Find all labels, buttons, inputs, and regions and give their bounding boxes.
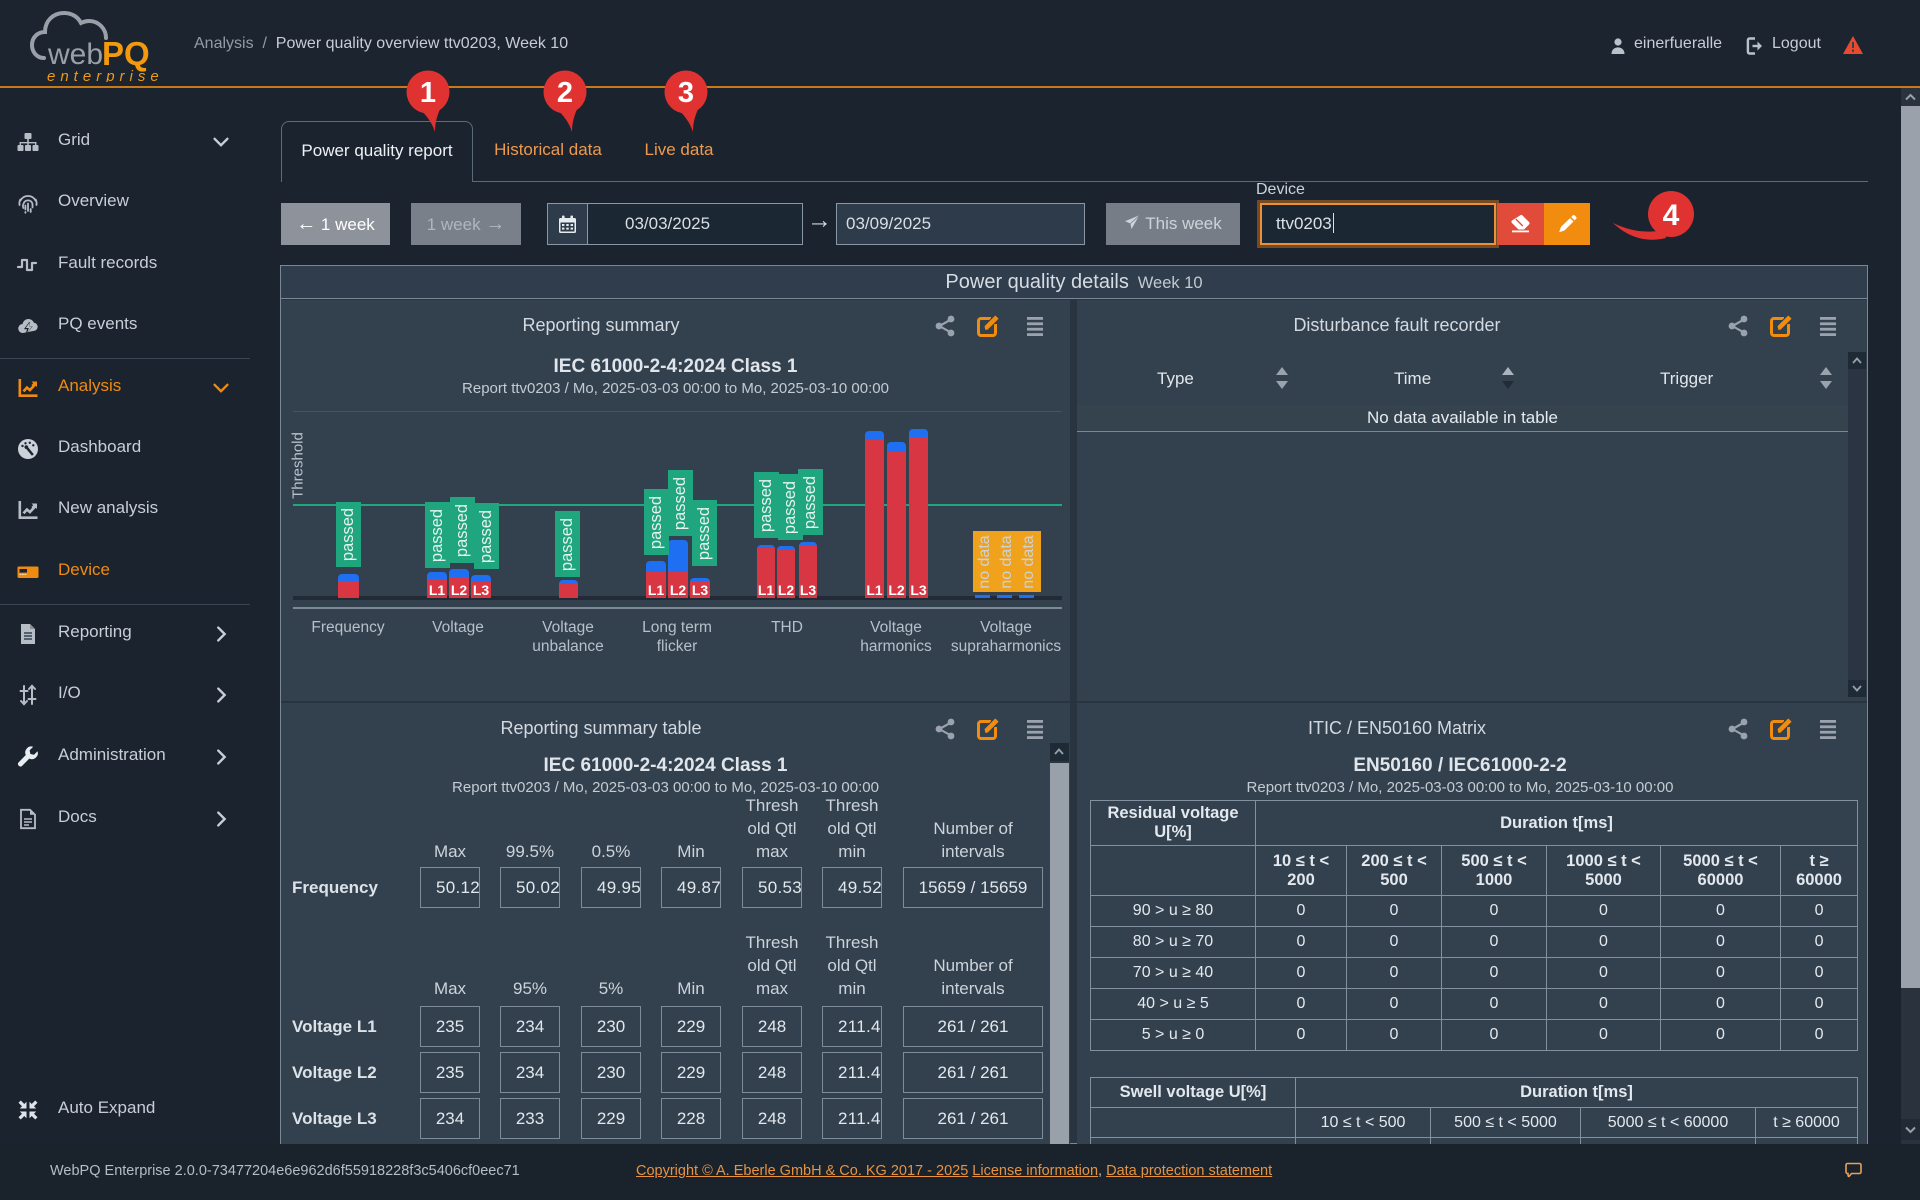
svg-text:web: web bbox=[47, 38, 103, 71]
svg-text:PQ: PQ bbox=[102, 35, 150, 72]
svg-text:enterprise: enterprise bbox=[47, 68, 164, 82]
svg-text:2: 2 bbox=[557, 77, 573, 109]
svg-text:1: 1 bbox=[420, 77, 436, 109]
svg-text:4: 4 bbox=[1663, 199, 1680, 232]
svg-text:3: 3 bbox=[678, 77, 694, 109]
